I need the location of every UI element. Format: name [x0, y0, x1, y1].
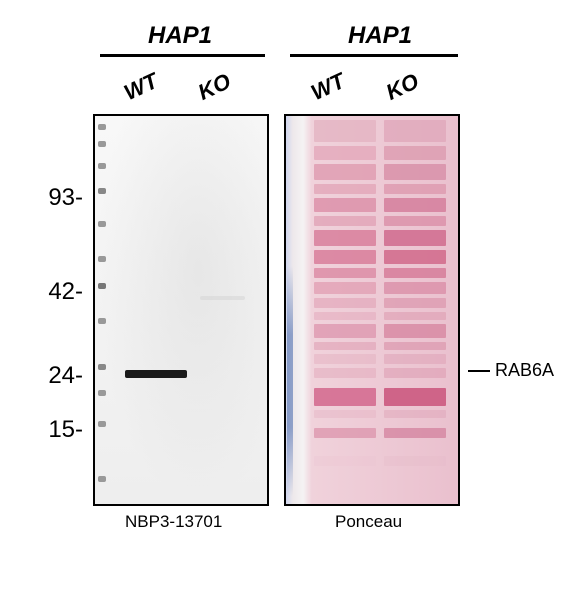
ladder-mark [98, 256, 106, 262]
lane-label-wt-left: WT [120, 68, 162, 106]
ponceau-band [314, 268, 376, 278]
ponceau-panel [284, 114, 460, 506]
ponceau-band [384, 282, 446, 294]
ponceau-band [314, 410, 376, 418]
ponceau-band [314, 388, 376, 406]
ponceau-band [384, 388, 446, 406]
ponceau-band [314, 216, 376, 226]
ponceau-band [314, 298, 376, 308]
ladder-mark [98, 390, 106, 396]
ponceau-band [384, 456, 446, 466]
ponceau-band [314, 354, 376, 364]
ponceau-band [314, 146, 376, 160]
ladder-mark [98, 221, 106, 227]
lane-label-wt-right: WT [307, 68, 349, 106]
ponceau-band [384, 342, 446, 350]
ponceau-band [314, 368, 376, 378]
header-underline-right [290, 54, 458, 57]
ponceau-band [384, 198, 446, 212]
lane-label-ko-right: KO [382, 68, 423, 106]
ladder-mark [98, 283, 106, 289]
ponceau-band [314, 282, 376, 294]
header-underline-left [100, 54, 265, 57]
ponceau-blue-marker [287, 266, 293, 496]
ponceau-band [314, 164, 376, 180]
caption-right: Ponceau [335, 512, 402, 532]
ponceau-band [314, 342, 376, 350]
ladder-mark [98, 124, 106, 130]
header-right: HAP1 [335, 22, 425, 50]
ponceau-band [314, 198, 376, 212]
marker-label: 93- [28, 184, 83, 212]
ponceau-band [384, 164, 446, 180]
ladder-mark [98, 421, 106, 427]
ponceau-band [384, 324, 446, 338]
marker-label: 42- [28, 278, 83, 306]
ponceau-band [314, 428, 376, 438]
ponceau-lane [314, 116, 376, 504]
marker-label: 24- [28, 362, 83, 390]
ponceau-lane [384, 116, 446, 504]
ponceau-band [314, 250, 376, 264]
ladder-mark [98, 318, 106, 324]
ponceau-band [314, 456, 376, 466]
ponceau-band [384, 184, 446, 194]
header-left: HAP1 [135, 22, 225, 50]
blot-background [95, 116, 267, 504]
ponceau-band [384, 250, 446, 264]
western-band [125, 370, 187, 378]
ponceau-band [314, 324, 376, 338]
ladder-mark [98, 476, 106, 482]
ponceau-band [314, 184, 376, 194]
ponceau-band [384, 216, 446, 226]
target-label: RAB6A [495, 360, 554, 381]
ladder-mark [98, 188, 106, 194]
ponceau-band [384, 428, 446, 438]
ponceau-band [384, 230, 446, 246]
ponceau-band [384, 298, 446, 308]
ladder-mark [98, 141, 106, 147]
ponceau-band [384, 146, 446, 160]
ponceau-band [384, 410, 446, 418]
figure-container: HAP1 HAP1 WT KO WT KO 93- 42- 24- 15- RAB6A… [0, 0, 576, 599]
ponceau-band [384, 354, 446, 364]
faint-mark [200, 296, 245, 300]
ponceau-band [384, 368, 446, 378]
marker-label: 15- [28, 416, 83, 444]
caption-left: NBP3-13701 [125, 512, 222, 532]
ponceau-band [384, 312, 446, 320]
western-blot-panel [93, 114, 269, 506]
target-indicator-line [468, 370, 490, 372]
ponceau-band [384, 268, 446, 278]
ponceau-band [314, 312, 376, 320]
ponceau-band [314, 120, 376, 142]
ladder-mark [98, 163, 106, 169]
ponceau-band [314, 230, 376, 246]
ponceau-band [384, 120, 446, 142]
ladder-mark [98, 364, 106, 370]
lane-label-ko-left: KO [194, 68, 235, 106]
